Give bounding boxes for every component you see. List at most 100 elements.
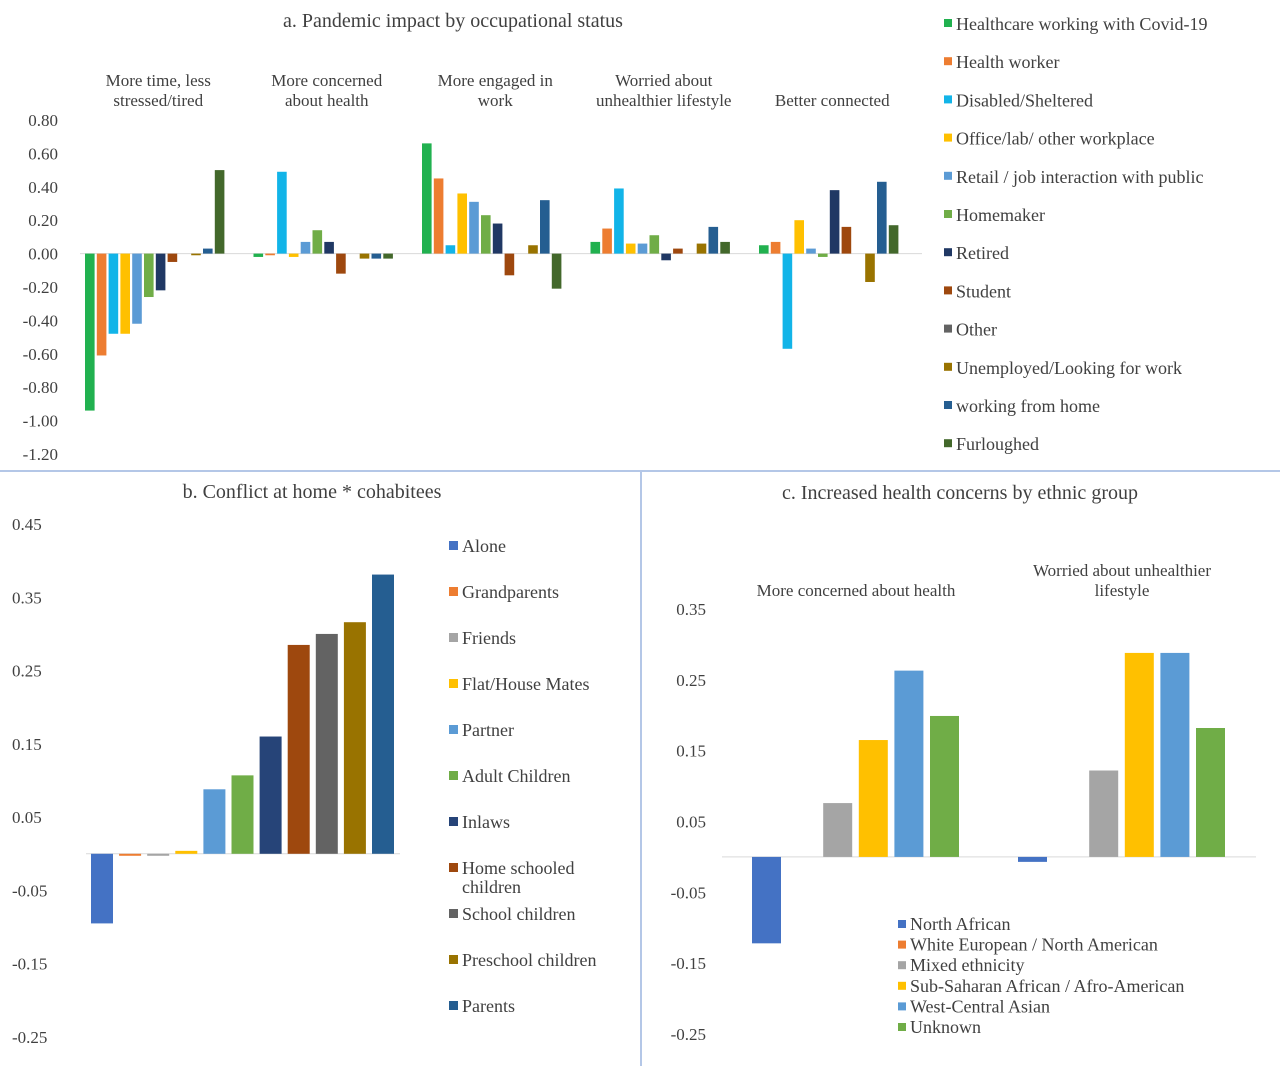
chart-b-ytick-label: 0.35 (12, 588, 42, 607)
chart-a-bar-disabled-sheltered (445, 245, 456, 254)
chart-a-bar-disabled-sheltered (277, 171, 287, 254)
chart-b-bar-school-children (315, 633, 338, 854)
chart-a-bar-healthcare-working-with-covid-19 (85, 253, 95, 411)
chart-b-legend-swatch (449, 679, 458, 688)
chart-a-bar-health-worker (602, 228, 612, 254)
chart-a-ytick-label: -0.60 (23, 345, 58, 364)
chart-c-bar-mixed-ethnicity (1089, 770, 1119, 857)
chart-c-legend-swatch (898, 961, 906, 970)
chart-a-legend-swatch (944, 133, 952, 142)
chart-c-legend-swatch (898, 1002, 906, 1011)
chart-a-bar-student (167, 253, 178, 262)
chart-c-bar-mixed-ethnicity (823, 803, 853, 857)
chart-b-legend-label: Alone (462, 536, 506, 556)
chart-c-legend-label: Sub-Saharan African / Afro-American (910, 976, 1184, 996)
chart-a-legend-swatch (944, 19, 952, 27)
chart-a-legend-label: Other (956, 320, 997, 340)
chart-a-ytick-label: 0.80 (28, 111, 58, 130)
chart-b-bar-parents (372, 574, 394, 854)
chart-c-bar-unknown (1196, 728, 1225, 857)
chart-a-legend-swatch (944, 57, 952, 66)
chart-b-legend-label: Grandparents (462, 582, 559, 602)
chart-b-bar-adult-children (231, 775, 254, 854)
chart-a-category-label: More engaged in work (438, 71, 554, 110)
chart-b-legend-swatch (449, 633, 458, 642)
chart-b-legend-label: Inlaws (462, 812, 510, 832)
chart-c-bar-unknown (930, 715, 959, 857)
horizontal-divider (0, 470, 1280, 472)
chart-c-legend-swatch (898, 920, 906, 928)
chart-a-legend-swatch (944, 95, 952, 104)
chart-a-bar-homemaker (481, 215, 491, 254)
chart-a-bar-office-lab-other-workplace (120, 253, 130, 334)
chart-b-legend-swatch (449, 955, 458, 964)
chart-c-category-label: More concerned about health (757, 581, 956, 600)
chart-a-bar-working-from-home (708, 226, 719, 254)
chart-b-legend-swatch (449, 587, 458, 596)
chart-b-legend-swatch (449, 863, 458, 872)
chart-a-bar-furloughed (383, 253, 393, 259)
chart-a-legend-label: working from home (956, 396, 1100, 416)
chart-a-title: a. Pandemic impact by occupational statu… (283, 10, 623, 32)
chart-a-legend-label: Student (956, 281, 1011, 301)
chart-b-bar-flat-house-mates (175, 850, 198, 854)
chart-b-bar-friends (147, 853, 170, 856)
chart-a-svg: a. Pandemic impact by occupational statu… (23, 10, 1208, 464)
chart-a-bar-office-lab-other-workplace (794, 220, 804, 254)
chart-b-legend-label: Preschool children (462, 950, 596, 970)
chart-b-bar-preschool-children (343, 622, 366, 854)
chart-b-legend-swatch (449, 771, 458, 780)
chart-a-bar-unemployed-looking-for-work (696, 243, 707, 254)
chart-a-bar-student (336, 253, 346, 274)
chart-a-category-label: Better connected (775, 91, 890, 110)
chart-b-ytick-label: 0.15 (12, 735, 42, 754)
chart-c-ytick-label: 0.15 (676, 742, 706, 761)
chart-b-legend-swatch (449, 1001, 458, 1010)
chart-b-legend-swatch (449, 909, 458, 918)
chart-a-bar-homemaker (144, 253, 154, 298)
chart-a-legend-label: Healthcare working with Covid-19 (956, 14, 1207, 34)
chart-a-bar-working-from-home (877, 181, 887, 254)
chart-a-bar-retail-job-interaction-with-public (637, 243, 648, 254)
chart-panel-a: a. Pandemic impact by occupational statu… (0, 0, 1280, 470)
chart-a-bar-disabled-sheltered (108, 253, 119, 334)
chart-a-bar-health-worker (96, 253, 107, 356)
chart-b-legend-label: School children (462, 904, 575, 924)
chart-a-legend-swatch (944, 286, 952, 295)
chart-b-ytick-label: -0.05 (12, 881, 47, 900)
chart-a-bar-office-lab-other-workplace (457, 193, 467, 254)
chart-b-legend-swatch (449, 817, 458, 826)
chart-c-legend-swatch (898, 940, 906, 949)
chart-b-legend-swatch (449, 725, 458, 734)
chart-b-legend-label: Parents (462, 996, 515, 1016)
chart-a-legend-swatch (944, 171, 952, 180)
chart-a-legend-label: Disabled/Sheltered (956, 90, 1093, 110)
chart-a-ytick-label: -0.40 (23, 311, 58, 330)
chart-a-legend-label: Unemployed/Looking for work (956, 358, 1182, 378)
chart-c-legend-label: North African (910, 914, 1010, 934)
chart-c-ytick-label: 0.05 (676, 813, 706, 832)
chart-a-category-label: More time, less stressed/tired (106, 71, 211, 110)
chart-a-bar-working-from-home (203, 248, 213, 254)
chart-a-ytick-label: 0.60 (28, 144, 58, 163)
chart-a-bar-retail-job-interaction-with-public (132, 253, 142, 324)
chart-b-bar-inlaws (259, 736, 282, 854)
chart-b-legend-label: Home schooled children (462, 858, 574, 897)
chart-a-ytick-label: 0.20 (28, 211, 58, 230)
chart-a-ytick-label: -1.00 (23, 412, 58, 431)
chart-a-bar-working-from-home (540, 200, 550, 254)
chart-a-legend-label: Retired (956, 243, 1009, 263)
chart-c-ytick-label: -0.15 (671, 954, 706, 973)
chart-b-legend-swatch (449, 541, 458, 550)
chart-a-legend-label: Office/lab/ other workplace (956, 129, 1155, 149)
chart-a-bar-unemployed-looking-for-work (528, 245, 538, 254)
chart-b-ytick-label: -0.25 (12, 1028, 47, 1047)
chart-c-bar-sub-saharan-african-afro-american (1124, 652, 1154, 857)
chart-b-ytick-label: 0.25 (12, 662, 42, 681)
chart-a-bar-furloughed (551, 253, 562, 289)
chart-b-ytick-label: 0.05 (12, 808, 42, 827)
chart-b-bar-alone (91, 853, 113, 924)
chart-a-bar-homemaker (649, 235, 660, 254)
chart-a-bar-retired (661, 253, 671, 261)
chart-a-ytick-label: -0.80 (23, 378, 58, 397)
